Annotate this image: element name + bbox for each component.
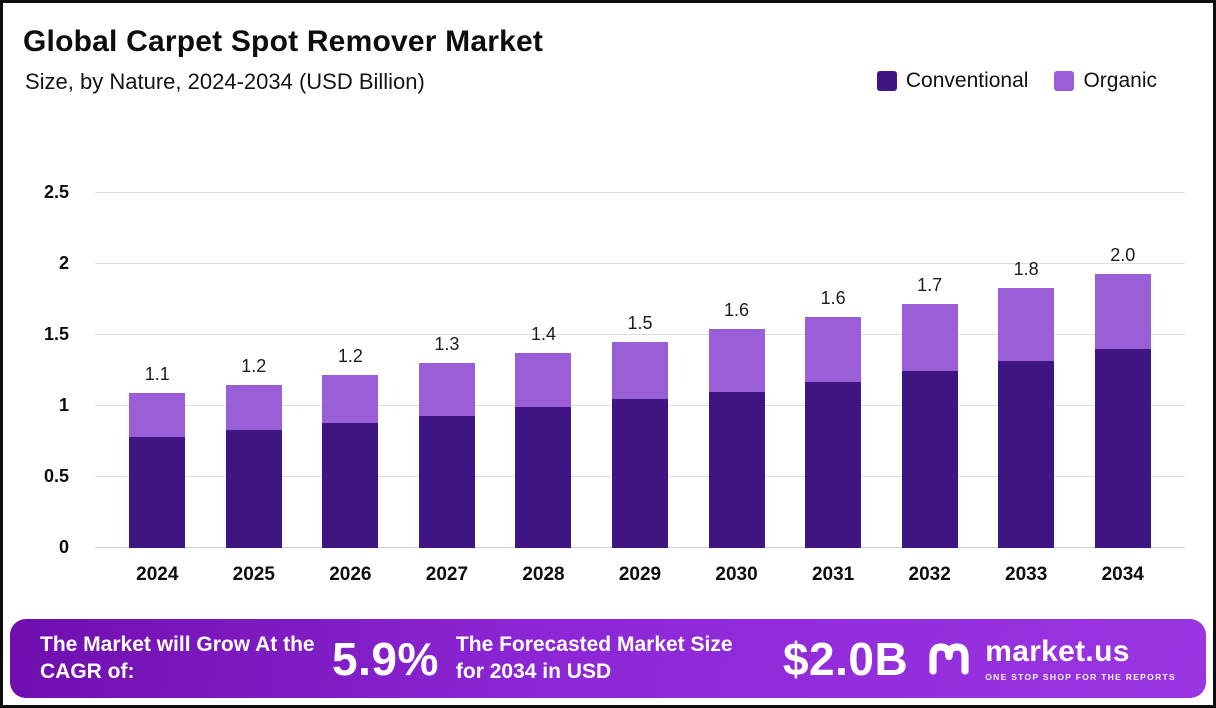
bar-segment-conventional xyxy=(998,360,1055,548)
gridline xyxy=(95,263,1185,264)
bar-group-2027: 1.3 2027 xyxy=(399,193,496,585)
bar-segment-organic xyxy=(805,316,862,382)
x-axis-tick-label: 2033 xyxy=(1005,564,1048,585)
forecast-label: The Forecasted Market Size for 2034 in U… xyxy=(455,633,733,683)
bar-total-label: 1.4 xyxy=(530,324,556,345)
bar-segment-organic xyxy=(322,374,379,424)
bar-total-label: 1.6 xyxy=(724,300,750,321)
cagr-value: 5.9% xyxy=(332,632,439,685)
stacked-bar-chart: 0 0.5 1 1.5 2 2.5 1.1 2024 1.2 2025 1.2 2026 1.3 202… xyxy=(44,182,1185,585)
x-axis-tick-label: 2030 xyxy=(715,564,758,585)
y-axis-tick-label: 0 xyxy=(58,537,69,557)
bar-total-label: 1.5 xyxy=(627,313,653,334)
x-axis-tick-label: 2029 xyxy=(618,564,662,585)
bar-segment-conventional xyxy=(612,398,668,548)
bar-group-2028: 1.4 2028 xyxy=(495,193,592,585)
x-axis-tick-label: 2024 xyxy=(136,564,179,585)
bar-segment-conventional xyxy=(1094,349,1151,548)
bar-group-2025: 1.2 2025 xyxy=(206,193,303,585)
bar-group-2034: 2.0 2034 xyxy=(1074,193,1171,585)
footer-banner: The Market will Grow At the CAGR of: 5.9… xyxy=(10,619,1206,698)
y-axis-tick-label: 1.5 xyxy=(43,324,69,344)
bar-segment-organic xyxy=(1094,273,1151,350)
brand-tagline: ONE STOP SHOP FOR THE REPORTS xyxy=(985,672,1176,682)
x-axis-tick-label: 2034 xyxy=(1101,564,1144,585)
bar-total-label: 1.1 xyxy=(144,364,170,385)
bar-group-2031: 1.6 2031 xyxy=(785,193,882,585)
bar-group-2024: 1.1 2024 xyxy=(109,193,206,585)
chart-legend: Conventional Organic xyxy=(876,69,1157,93)
bar-segment-conventional xyxy=(418,415,475,548)
bar-segment-organic xyxy=(998,288,1055,361)
brand-text: market.us ONE STOP SHOP FOR THE REPORTS xyxy=(985,635,1176,682)
bar-segment-organic xyxy=(515,353,572,408)
x-axis-tick-label: 2027 xyxy=(425,564,469,585)
bar-segment-organic xyxy=(901,303,958,371)
y-axis-tick-label: 2 xyxy=(58,253,69,273)
bar-group-2030: 1.6 2030 xyxy=(688,193,785,585)
bar-segment-organic xyxy=(612,342,668,399)
chart-header: Global Carpet Spot Remover Market Size, … xyxy=(23,25,543,95)
forecast-value: $2.0B xyxy=(782,632,909,685)
gridline xyxy=(95,334,1185,335)
bar-total-label: 1.7 xyxy=(917,274,943,295)
legend-item-conventional: Conventional xyxy=(876,69,1029,93)
brand-name: market.us xyxy=(985,635,1130,668)
gridline xyxy=(95,192,1185,193)
bar-segment-organic xyxy=(418,363,475,416)
bar-group-2029: 1.5 2029 xyxy=(592,193,689,585)
x-axis-tick-label: 2032 xyxy=(908,564,951,585)
bar-total-label: 1.6 xyxy=(820,287,846,308)
bar-segment-conventional xyxy=(225,430,282,548)
x-axis-tick-label: 2026 xyxy=(329,564,372,585)
bar-segment-conventional xyxy=(708,391,765,548)
bar-total-label: 1.3 xyxy=(434,334,460,355)
y-axis-tick-label: 2.5 xyxy=(43,182,69,202)
page-title: Global Carpet Spot Remover Market xyxy=(23,25,544,58)
bar-group-2026: 1.2 2026 xyxy=(302,193,399,585)
bar-total-label: 1.8 xyxy=(1013,259,1039,280)
bar-segment-conventional xyxy=(322,423,379,548)
y-axis-tick-label: 1 xyxy=(58,395,69,415)
legend-label: Organic xyxy=(1083,69,1157,92)
bar-segment-conventional xyxy=(129,437,186,548)
x-axis-tick-label: 2031 xyxy=(811,564,855,585)
y-axis: 0 0.5 1 1.5 2 2.5 xyxy=(21,182,81,557)
legend-label: Conventional xyxy=(905,69,1029,92)
legend-item-organic: Organic xyxy=(1054,69,1157,93)
bar-segment-conventional xyxy=(805,381,862,548)
x-axis-tick-label: 2028 xyxy=(522,564,565,585)
bar-group-2033: 1.8 2033 xyxy=(978,193,1075,585)
legend-swatch xyxy=(1054,71,1075,91)
cagr-label: The Market will Grow At the CAGR of: xyxy=(40,633,315,683)
x-axis-tick-label: 2025 xyxy=(232,564,275,585)
y-axis-tick-label: 0.5 xyxy=(43,466,69,486)
bar-segment-conventional xyxy=(515,407,572,548)
bar-segment-organic xyxy=(129,393,186,438)
market-us-logo-icon xyxy=(929,642,969,675)
bar-segment-organic xyxy=(225,384,282,431)
bar-total-label: 1.2 xyxy=(241,355,267,376)
bar-group-2032: 1.7 2032 xyxy=(881,193,978,585)
chart-bars: 1.1 2024 1.2 2025 1.2 2026 1.3 2027 1.4 2028 1.5 20… xyxy=(95,193,1185,585)
brand: market.us ONE STOP SHOP FOR THE REPORTS xyxy=(925,635,1176,683)
bar-total-label: 1.2 xyxy=(337,345,363,366)
bar-segment-conventional xyxy=(901,370,958,548)
legend-swatch xyxy=(876,71,897,91)
chart-subtitle: Size, by Nature, 2024-2034 (USD Billion) xyxy=(25,69,425,94)
bar-total-label: 2.0 xyxy=(1110,244,1136,265)
bar-segment-organic xyxy=(708,329,765,392)
